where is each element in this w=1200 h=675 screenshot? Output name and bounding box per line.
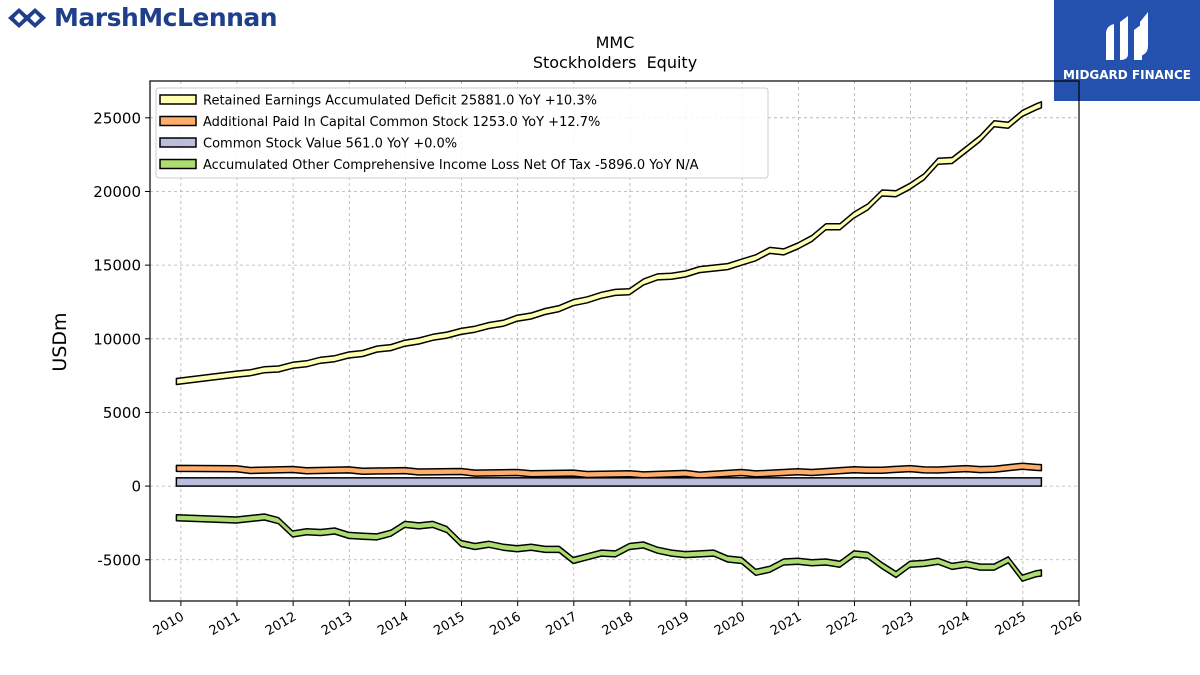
legend-item: Additional Paid In Capital Common Stock … [159,115,600,130]
marshmclennan-logo-icon [8,7,46,28]
series-1 [175,101,1043,386]
x-tick-label: 2021 [768,609,804,639]
series-band-aoci [175,513,1043,582]
legend-label: Retained Earnings Accumulated Deficit 25… [203,94,597,109]
series-band-apic [175,462,1043,479]
series-band-common-stock [175,477,1043,487]
legend-swatch [159,158,197,170]
marshmclennan-logo: MarshMcLennan [6,3,278,32]
legend-item: Retained Earnings Accumulated Deficit 25… [159,94,597,109]
series-4 [175,513,1043,582]
legend-label: Common Stock Value 561.0 YoY +0.0% [203,137,457,152]
midgard-finance-wordmark: MIDGARD FINANCE [1063,68,1191,82]
y-tick-label: 20000 [93,183,141,201]
legend-item: Common Stock Value 561.0 YoY +0.0% [159,137,457,152]
x-tick-label: 2025 [993,609,1029,639]
chart-subtitle: Stockholders Equity [533,53,697,72]
y-tick-label: -5000 [97,551,141,569]
y-tick-label: 25000 [93,109,141,127]
x-tick-label: 2010 [151,609,187,639]
y-tick-label: 0 [131,478,141,496]
x-tick-label: 2023 [880,609,916,639]
legend-label: Additional Paid In Capital Common Stock … [203,115,600,130]
x-tick-label: 2012 [263,609,299,639]
x-tick-label: 2017 [544,609,580,639]
y-tick-label: 10000 [93,330,141,348]
series-2 [175,462,1043,479]
legend-box [155,87,769,179]
legend-label: Accumulated Other Comprehensive Income L… [203,158,699,173]
series-band-retained [175,101,1043,386]
legend-swatch [159,137,197,148]
midgard-finance-logo: MIDGARD FINANCE [1054,0,1200,101]
series-layer [175,101,1043,582]
y-tick-label: 15000 [93,257,141,275]
legend: Retained Earnings Accumulated Deficit 25… [155,87,769,179]
x-tick-label: 2022 [824,609,860,639]
x-tick-label: 2013 [319,609,355,639]
marshmclennan-wordmark: MarshMcLennan [54,3,278,32]
legend-swatch [159,115,197,127]
x-tick-label: 2020 [712,609,748,639]
x-tick-label: 2011 [207,609,243,639]
legend-swatch [159,94,197,105]
x-tick-label: 2015 [431,609,467,639]
x-tick-label: 2026 [1049,609,1085,639]
x-tick-label: 2018 [600,609,636,639]
x-tick-label: 2016 [488,609,524,639]
chart-title: MMC [596,33,635,52]
plot-frame [149,80,1080,602]
x-tick-label: 2024 [937,609,973,639]
midgard-finance-logo-icon [1106,12,1148,60]
y-tick-label: 5000 [103,404,141,422]
y-axis-label: USDm [49,312,71,371]
series-3 [175,477,1043,487]
x-tick-label: 2019 [656,609,692,639]
x-tick-label: 2014 [375,609,411,639]
legend-item: Accumulated Other Comprehensive Income L… [159,158,699,173]
